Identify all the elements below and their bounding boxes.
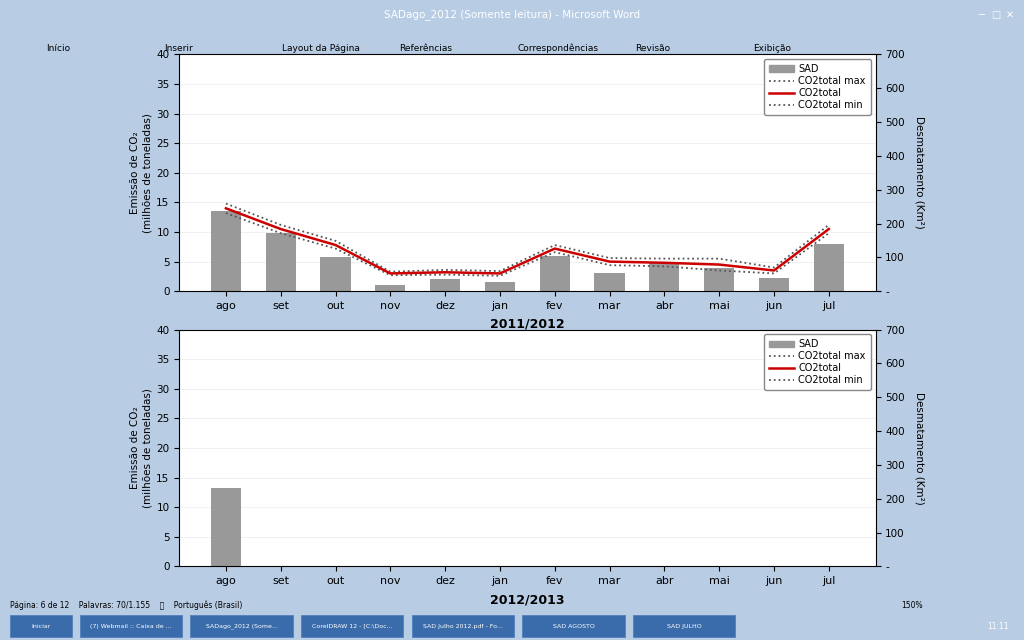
Y-axis label: Emissão de CO₂
(milhões de toneladas): Emissão de CO₂ (milhões de toneladas) [130, 113, 152, 233]
Bar [412, 615, 514, 637]
Bar [375, 285, 406, 291]
Y-axis label: Emissão de CO₂
(milhões de toneladas): Emissão de CO₂ (milhões de toneladas) [130, 388, 152, 508]
Bar [190, 615, 293, 637]
X-axis label: 2012/2013: 2012/2013 [490, 593, 564, 606]
Text: Revisão: Revisão [635, 44, 670, 52]
Bar [595, 273, 625, 291]
Legend: SAD, CO2total max, CO2total, CO2total min: SAD, CO2total max, CO2total, CO2total mi… [764, 60, 870, 115]
Bar [10, 615, 72, 637]
Text: (7) Webmail :: Caixa de ...: (7) Webmail :: Caixa de ... [90, 624, 172, 628]
Text: 11:11: 11:11 [988, 621, 1009, 631]
Bar [265, 233, 296, 291]
Text: Layout da Página: Layout da Página [282, 44, 359, 52]
Y-axis label: Desmatamento (Km²): Desmatamento (Km²) [914, 116, 925, 229]
Text: Página: 6 de 12    Palavras: 70/1.155    🔆    Português (Brasil): Página: 6 de 12 Palavras: 70/1.155 🔆 Por… [10, 601, 243, 610]
Bar [633, 615, 735, 637]
Text: Iniciar: Iniciar [32, 624, 50, 628]
Y-axis label: Desmatamento (Km²): Desmatamento (Km²) [914, 392, 925, 504]
Text: SAD Julho 2012.pdf - Fo...: SAD Julho 2012.pdf - Fo... [423, 624, 503, 628]
Bar [211, 488, 241, 566]
Text: SAD JULHO: SAD JULHO [667, 624, 701, 628]
Text: CorelDRAW 12 - [C:\Doc...: CorelDRAW 12 - [C:\Doc... [312, 624, 392, 628]
Text: SAD AGOSTO: SAD AGOSTO [553, 624, 594, 628]
Text: ¶ Normal: ¶ Normal [482, 102, 517, 111]
Bar [485, 282, 515, 291]
Bar [301, 615, 403, 637]
Bar [80, 615, 182, 637]
Text: Referências: Referências [399, 44, 453, 52]
Bar [321, 257, 350, 291]
Text: SADago_2012 (Some...: SADago_2012 (Some... [206, 623, 278, 629]
X-axis label: 2011/2012: 2011/2012 [490, 318, 564, 331]
Legend: SAD, CO2total max, CO2total, CO2total min: SAD, CO2total max, CO2total, CO2total mi… [764, 335, 870, 390]
Text: Início: Início [46, 44, 71, 52]
Text: Inserir: Inserir [164, 44, 193, 52]
Bar [522, 615, 625, 637]
Bar [540, 255, 569, 291]
Bar [814, 244, 844, 291]
Bar [759, 278, 790, 291]
Bar [211, 211, 241, 291]
Text: □: □ [990, 10, 1000, 20]
Bar [705, 268, 734, 291]
Text: Exibição: Exibição [753, 44, 791, 52]
Text: ─: ─ [978, 10, 984, 20]
Text: 150%: 150% [901, 601, 923, 610]
Text: ✕: ✕ [1006, 10, 1014, 20]
Bar [430, 279, 460, 291]
Bar [649, 263, 680, 291]
Text: Correspondências: Correspondências [517, 44, 598, 53]
Bar [466, 86, 532, 128]
Text: SADago_2012 (Somente leitura) - Microsoft Word: SADago_2012 (Somente leitura) - Microsof… [384, 10, 640, 20]
